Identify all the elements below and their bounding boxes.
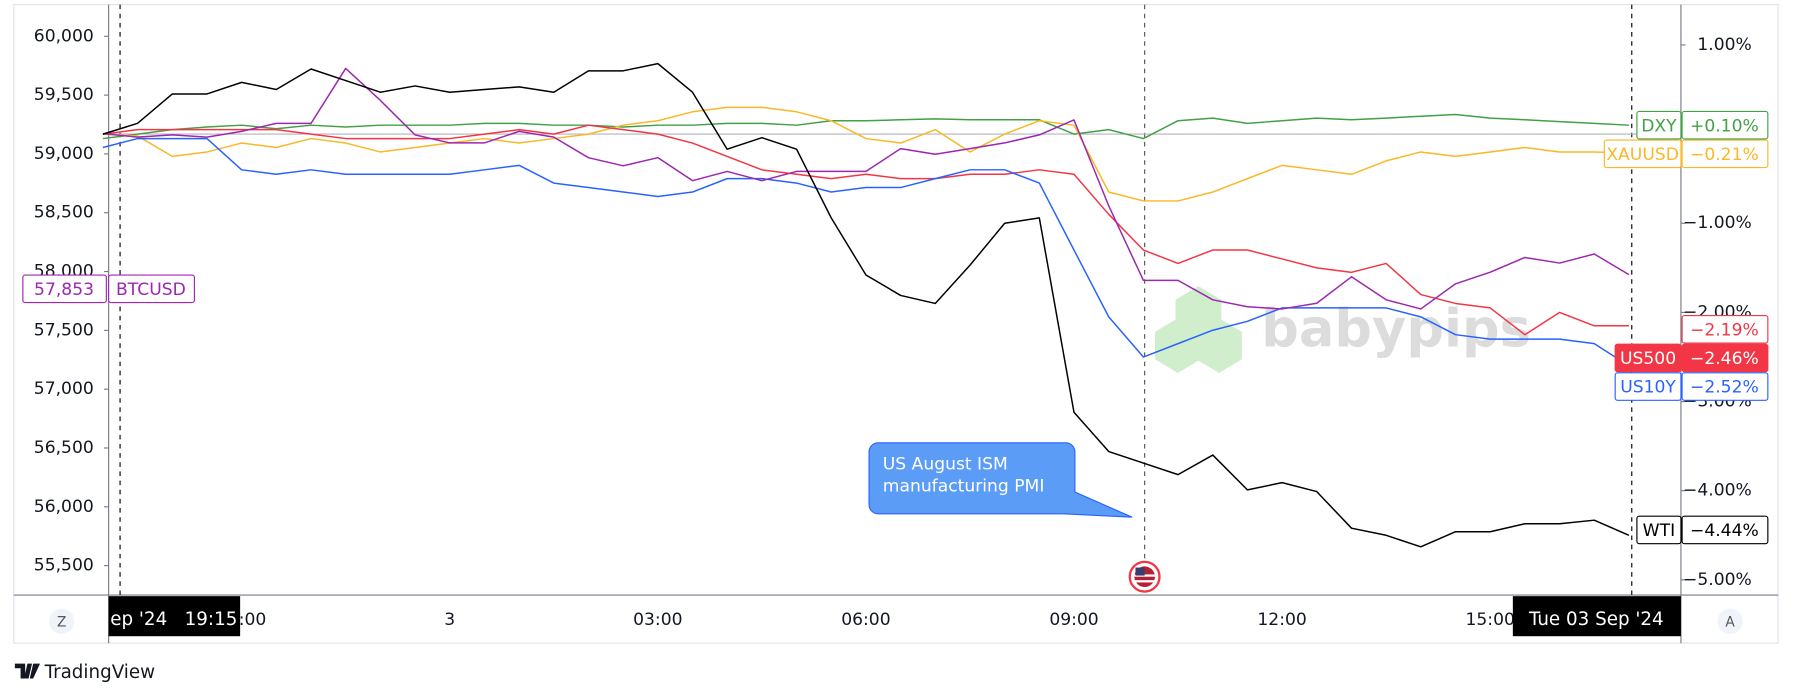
name-tag-box [1614, 343, 1682, 373]
x-tick-label: 06:00 [841, 610, 890, 630]
value-tag-label: −4.44% [1690, 521, 1759, 541]
value-tag-label: −2.52% [1690, 378, 1759, 398]
scale-button-label[interactable]: Z [57, 614, 66, 630]
crosshair-label: ep '24 19:15 [110, 609, 237, 630]
x-tick-label: 12:00 [1257, 610, 1306, 630]
frame [13, 4, 1779, 644]
name-tag-box [108, 274, 195, 304]
name-tag-box [1614, 372, 1682, 401]
x-tick-label: 03:00 [633, 610, 682, 630]
value-tag-box [1681, 110, 1769, 140]
annotation-line: US August ISM [883, 455, 1008, 475]
crosshair-box [108, 596, 241, 637]
crosshair-box [1512, 596, 1681, 637]
x-tick-label: 09:00 [1049, 610, 1098, 630]
watermark: babypips [1154, 286, 1531, 374]
value-tag-label: −2.46% [1690, 349, 1759, 369]
watermark-cube [1175, 286, 1222, 341]
callout-box [868, 442, 1133, 518]
value-tag-label: +0.10% [1690, 116, 1759, 136]
price-tag-box [22, 274, 107, 304]
y2-tick-label: −4.00% [1683, 481, 1752, 501]
y2-tick-label: −1.00% [1683, 213, 1752, 233]
name-tag-label: DXY [1641, 116, 1677, 136]
y-tick-label: 59,500 [34, 85, 94, 105]
y-tick-label: 57,500 [34, 320, 94, 340]
name-tag-box [1603, 139, 1682, 169]
series-line [102, 62, 1630, 548]
name-tag-label: WTI [1643, 521, 1675, 541]
plot: 60,00059,50059,00058,50058,00057,50057,0… [22, 26, 1769, 630]
annotation-callout: US August ISM manufacturing PMI [868, 442, 1133, 518]
flag-stripe [1134, 574, 1155, 577]
value-tag-label: −2.19% [1690, 320, 1759, 340]
crosshair-label: Tue 03 Sep '24 [1528, 609, 1664, 630]
series-line [102, 106, 1629, 202]
annotation-line: manufacturing PMI [883, 476, 1045, 496]
series-line [102, 124, 1629, 336]
name-tag-label: US10Y [1620, 378, 1676, 398]
name-tag-box [1636, 110, 1682, 140]
name-tag-label: XAUUSD [1606, 145, 1679, 165]
name-tag-box [1636, 515, 1682, 545]
price-tag-label: 57,853 [34, 280, 94, 300]
y-tick-label: 56,000 [34, 497, 94, 517]
y-tick-label: 56,500 [34, 438, 94, 458]
y-tick-label: 58,500 [34, 203, 94, 223]
y-tick-label: 57,000 [34, 379, 94, 399]
x-tick-label: 15:00 [1466, 610, 1515, 630]
logo-mark [14, 663, 41, 679]
value-tag-box [1681, 139, 1769, 169]
value-tag-box [1681, 315, 1769, 344]
series-line [102, 137, 1630, 367]
footer-logo: TradingView [14, 662, 156, 683]
y2-tick-label: 1.00% [1697, 35, 1751, 55]
series-line [102, 67, 1630, 310]
flag-stripe [1134, 580, 1155, 583]
x-tick-label: 3 [444, 610, 455, 630]
value-tag-box [1681, 515, 1769, 545]
y-tick-label: 59,000 [34, 144, 94, 164]
scale-button[interactable] [1717, 608, 1743, 634]
event-flag [1128, 560, 1161, 593]
y-tick-label: 60,000 [34, 26, 94, 46]
value-tag-label: −0.21% [1690, 145, 1759, 165]
name-tag-label: BTCUSD [116, 280, 186, 300]
y2-tick-label: −5.00% [1683, 570, 1752, 590]
footer-text: TradingView [44, 662, 156, 683]
watermark-cube [1154, 318, 1201, 374]
y-tick-label: 55,500 [34, 556, 94, 576]
scale-button-label[interactable]: A [1725, 614, 1735, 630]
name-tag-label: US500 [1620, 349, 1676, 369]
scale-button[interactable] [49, 608, 75, 634]
value-tag-box [1681, 343, 1769, 373]
flag-canton [1135, 567, 1145, 576]
series-line [102, 113, 1629, 140]
value-tag-box [1681, 372, 1769, 401]
